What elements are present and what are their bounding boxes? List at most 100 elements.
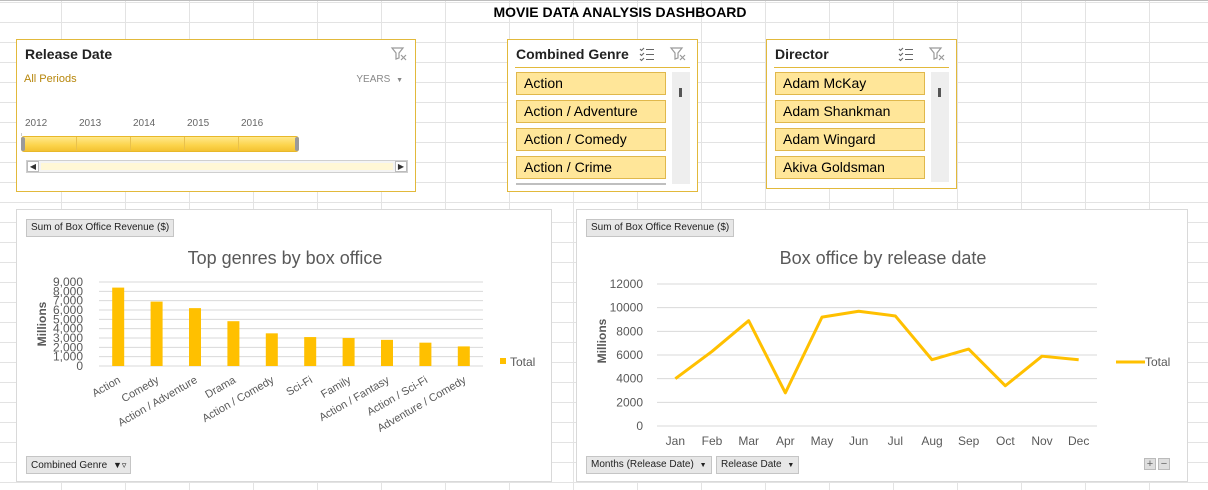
bar: [227, 321, 240, 366]
line-chart-title: Box office by release date: [779, 248, 987, 268]
timeline-left-handle[interactable]: [21, 137, 25, 151]
bar: [150, 301, 163, 366]
x-tick-label: Mar: [738, 434, 759, 448]
filter-dropdown-icon: ▼▿: [112, 460, 127, 470]
slicer-header-divider: [515, 67, 690, 68]
slicer-item[interactable]: Action / Adventure: [516, 100, 666, 123]
genre-slicer-header: Combined Genre: [516, 46, 629, 62]
genre-slicer-scrollbar[interactable]: [672, 72, 690, 184]
y-tick-label: 4,000: [53, 322, 83, 336]
y-tick-label: 8,000: [53, 284, 83, 298]
bar: [265, 333, 278, 366]
axis-field-button[interactable]: Release Date ▼: [716, 456, 800, 474]
timeline-scroll-track[interactable]: [41, 163, 393, 170]
x-tick-label: Jan: [666, 434, 685, 448]
y-tick-label: 0: [76, 359, 83, 373]
timeline-year-label: 2013: [79, 118, 102, 129]
slicer-item[interactable]: Adam McKay: [775, 72, 925, 95]
value-field-button[interactable]: Sum of Box Office Revenue ($): [586, 219, 735, 237]
timeline-year-label: 2014: [133, 118, 156, 129]
y-axis-title: Millions: [35, 301, 49, 346]
timeline-selection-bar[interactable]: [21, 136, 299, 152]
bar: [457, 346, 470, 366]
timeline-right-handle[interactable]: [295, 137, 299, 151]
bar-chart-plot: 01,0002,0003,0004,0005,0006,0007,0008,00…: [35, 275, 535, 435]
y-tick-label: 2000: [616, 395, 643, 409]
director-slicer-scrollbar[interactable]: [931, 72, 949, 182]
timeline-year-label: 2016: [241, 118, 264, 129]
director-slicer-header: Director: [775, 46, 829, 62]
expand-field-button[interactable]: +: [1144, 458, 1156, 470]
x-tick-label: Sep: [958, 434, 980, 448]
timeline-level-dropdown[interactable]: YEARS ▼: [356, 74, 403, 85]
timeline-header: Release Date: [25, 46, 113, 62]
slicer-item[interactable]: Adam Shankman: [775, 100, 925, 123]
x-tick-label: May: [811, 434, 834, 448]
genre-box-office-chart[interactable]: Sum of Box Office Revenue ($) Top genres…: [16, 209, 552, 482]
legend-label: Total: [510, 355, 535, 369]
y-tick-label: 3,000: [53, 331, 83, 345]
slicer-list-bottom-edge: [516, 183, 666, 185]
slicer-item[interactable]: Adam Wingard: [775, 128, 925, 151]
series-line: [674, 309, 1079, 395]
timeline-year-label: 2012: [25, 118, 48, 129]
x-tick-label: Feb: [702, 434, 723, 448]
y-tick-label: 5,000: [53, 312, 83, 326]
axis-field-label: Combined Genre: [31, 460, 108, 471]
legend-swatch: [500, 358, 506, 364]
scroll-right-icon[interactable]: ▶: [395, 161, 407, 172]
axis-field-label: Months (Release Date): [591, 459, 694, 470]
x-tick-label: Jul: [888, 434, 903, 448]
line-chart-plot: 0 2000 4000 6000 8000 10000 12000 Jan Feb Mar Apr M…: [595, 277, 1170, 448]
timeline-tick-row: [21, 133, 399, 136]
x-tick-label: Jun: [849, 434, 868, 448]
sheet-top-border: [0, 0, 1208, 1]
scroll-left-icon[interactable]: ◀: [27, 161, 39, 172]
y-tick-label: 6000: [616, 348, 643, 362]
bar: [419, 342, 432, 366]
clear-filter-icon[interactable]: [390, 45, 408, 63]
slicer-item[interactable]: Action / Crime: [516, 156, 666, 179]
timeline-segment-divider: [76, 137, 77, 151]
scroll-thumb[interactable]: [679, 88, 682, 97]
scroll-thumb[interactable]: [938, 88, 941, 97]
slicer-item[interactable]: Action / Comedy: [516, 128, 666, 151]
y-tick-label: 7,000: [53, 294, 83, 308]
axis-field-button[interactable]: Months (Release Date) ▼: [586, 456, 712, 474]
x-tick-label: Sci-Fi: [284, 374, 314, 398]
axis-field-label: Release Date: [721, 459, 782, 470]
legend-label: Total: [1145, 355, 1170, 369]
release-date-timeline[interactable]: Release Date All Periods YEARS ▼ 2012 20…: [16, 39, 416, 192]
chevron-down-icon: ▼: [787, 462, 795, 469]
y-tick-label: 10000: [610, 301, 644, 315]
multi-select-icon[interactable]: [638, 45, 656, 63]
timeline-period-label: All Periods: [24, 73, 77, 85]
clear-filter-icon[interactable]: [669, 45, 687, 63]
slicer-item[interactable]: Akiva Goldsman: [775, 156, 925, 179]
bar: [342, 338, 355, 366]
y-tick-label: 12000: [610, 277, 644, 291]
x-tick-label: Aug: [921, 434, 942, 448]
clear-filter-icon[interactable]: [928, 45, 946, 63]
timeline-scrollbar[interactable]: ◀ ▶: [26, 160, 408, 173]
slicer-item[interactable]: Action: [516, 72, 666, 95]
x-tick-label: Dec: [1068, 434, 1089, 448]
y-tick-label: 8000: [616, 324, 643, 338]
dashboard-title: MOVIE DATA ANALYSIS DASHBOARD: [493, 4, 747, 20]
chevron-down-icon: ▼: [396, 77, 403, 84]
combined-genre-slicer[interactable]: Combined Genre Action Action / Adventure…: [507, 39, 698, 192]
timeline-segment-divider: [130, 137, 131, 151]
director-slicer[interactable]: Director Adam McKay Adam Shankman Adam W…: [766, 39, 957, 189]
collapse-field-button[interactable]: −: [1158, 458, 1170, 470]
slicer-header-divider: [774, 67, 949, 68]
y-tick-label: 9,000: [53, 275, 83, 289]
bar-chart-title: Top genres by box office: [187, 248, 383, 268]
timeline-segment-divider: [238, 137, 239, 151]
y-tick-label: 6,000: [53, 303, 83, 317]
timeline-segment-divider: [184, 137, 185, 151]
multi-select-icon[interactable]: [897, 45, 915, 63]
x-tick-label: Nov: [1031, 434, 1052, 448]
release-date-box-office-chart[interactable]: Sum of Box Office Revenue ($) Box office…: [576, 209, 1188, 482]
axis-field-button[interactable]: Combined Genre ▼▿: [26, 456, 132, 474]
value-field-button[interactable]: Sum of Box Office Revenue ($): [26, 219, 175, 237]
